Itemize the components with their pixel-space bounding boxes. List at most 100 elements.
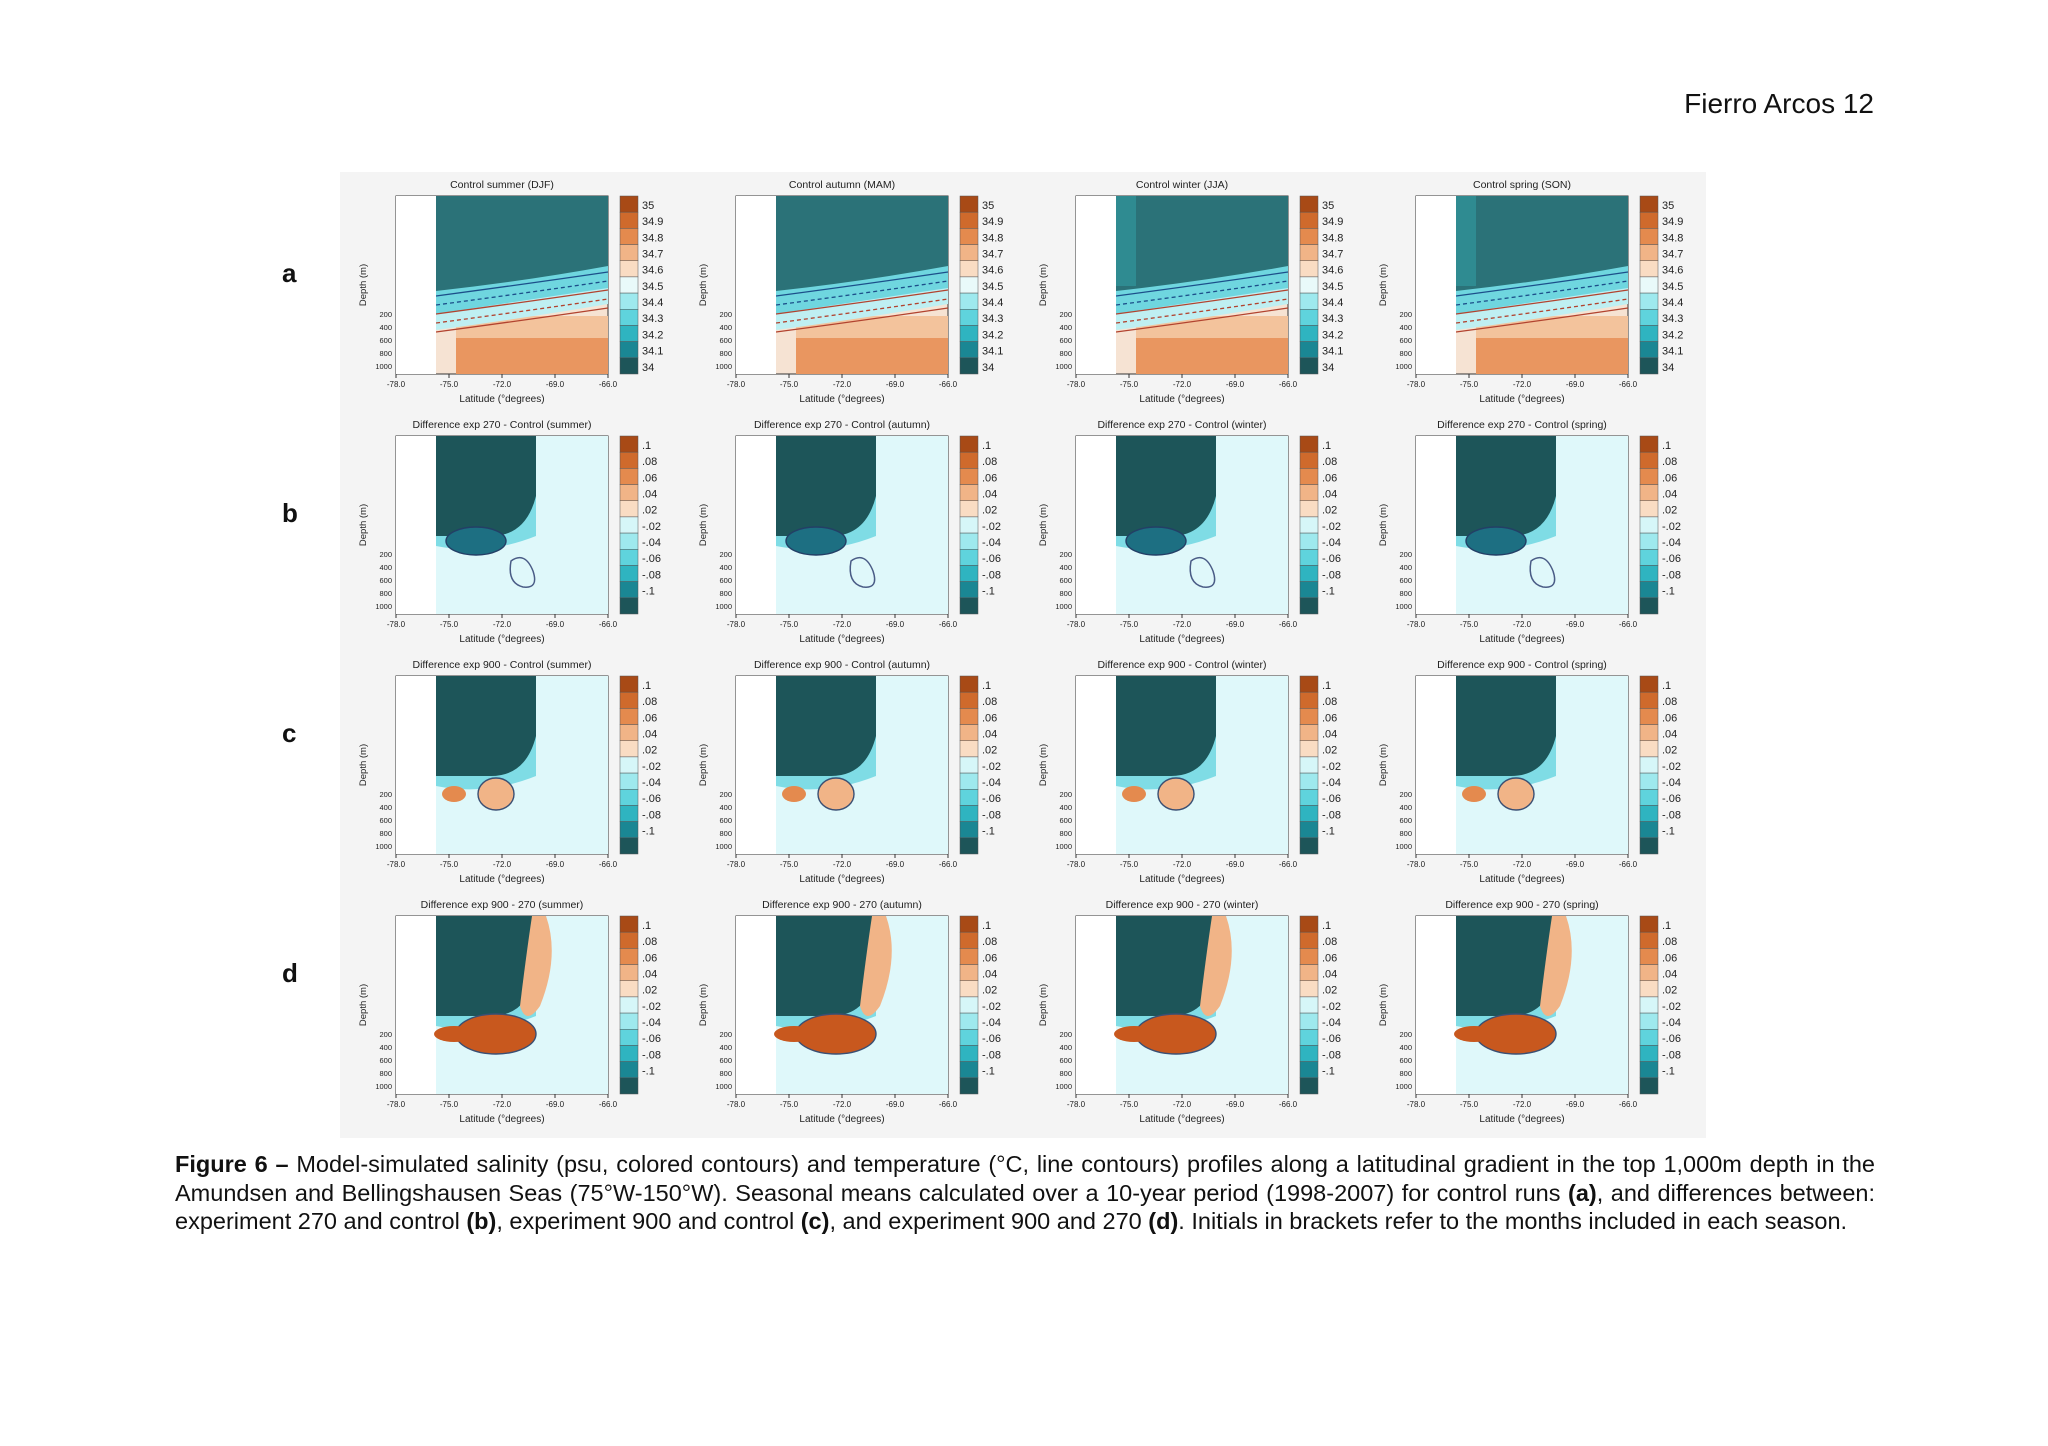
colorbar-cell <box>1299 805 1319 822</box>
temperature-contour <box>1189 556 1216 588</box>
y-tick-label: 600 <box>379 336 392 345</box>
panel-title: Difference exp 900 - Control (winter) <box>1097 659 1266 671</box>
y-tick-label: 800 <box>719 349 732 358</box>
colorbar-label: -.02 <box>1322 761 1341 773</box>
colorbar-label: 34.1 <box>642 346 663 358</box>
x-tick-label: -78.0 <box>1407 1100 1426 1109</box>
land-mask <box>1416 676 1456 854</box>
y-tick-label: 400 <box>1399 1043 1412 1052</box>
x-tick-label: -75.0 <box>1120 1100 1139 1109</box>
colorbar-cell <box>959 740 979 758</box>
y-tick-label: 800 <box>379 829 392 838</box>
diff-anomaly <box>817 777 855 811</box>
colorbar-cell <box>1639 931 1659 949</box>
x-axis-label: Latitude (°degrees) <box>799 634 884 645</box>
colorbar-cell <box>959 549 979 566</box>
colorbar-cell <box>1299 325 1319 342</box>
colorbar-label: -.02 <box>1662 1001 1681 1013</box>
y-axis-label: Depth (m) <box>1038 264 1049 306</box>
colorbar-label: .02 <box>1322 985 1337 997</box>
colorbar-label: .02 <box>982 505 997 517</box>
temperature-contour <box>1455 280 1629 306</box>
panel-title: Difference exp 270 - Control (summer) <box>413 419 592 431</box>
colorbar-cell <box>1639 549 1659 566</box>
colorbar-cell <box>1299 1077 1319 1095</box>
panel-title: Difference exp 900 - 270 (spring) <box>1445 899 1598 911</box>
colorbar-cell <box>619 211 639 229</box>
y-tick-label: 1000 <box>1395 602 1412 611</box>
colorbar-cell <box>619 195 639 213</box>
colorbar-label: -.08 <box>1322 809 1341 821</box>
colorbar-cell <box>619 772 639 790</box>
colorbar-label: 34.7 <box>982 248 1003 260</box>
x-tick-label: -72.0 <box>1513 620 1532 629</box>
caption-text-3: , experiment 900 and control <box>496 1208 801 1234</box>
x-tick-label: -75.0 <box>780 380 799 389</box>
colorbar-label: 34.9 <box>1662 216 1683 228</box>
colorbar-cell <box>959 597 979 615</box>
colorbar-cell <box>1639 1029 1659 1046</box>
figure-panels: Control summer (DJF) -78.0 -75.0 -72.0 -69.0… <box>358 179 1683 1125</box>
colorbar-cell <box>959 211 979 229</box>
x-tick-label: -69.0 <box>1566 1100 1585 1109</box>
colorbar-label: .08 <box>1662 936 1677 948</box>
colorbar-label: -.02 <box>1322 521 1341 533</box>
y-tick-label: 1000 <box>375 842 392 851</box>
colorbar-label: 35 <box>982 200 994 212</box>
colorbar-cell <box>1299 211 1319 229</box>
colorbar-cell <box>1299 468 1319 485</box>
colorbar-label: -.1 <box>1322 586 1335 598</box>
colorbar-cell <box>619 341 639 359</box>
x-tick-label: -78.0 <box>727 380 746 389</box>
ice-shelf-mask <box>1116 676 1216 776</box>
colorbar-label: .08 <box>982 696 997 708</box>
colorbar-label: -.1 <box>642 1066 655 1078</box>
y-tick-label: 200 <box>719 310 732 319</box>
colorbar-cell <box>959 691 979 709</box>
colorbar-cell <box>1639 500 1659 518</box>
colorbar-cell <box>959 948 979 965</box>
colorbar-cell <box>619 724 639 741</box>
colorbar-label: 34.2 <box>642 329 663 341</box>
colorbar-cell <box>619 980 639 998</box>
y-tick-label: 400 <box>719 1043 732 1052</box>
y-tick-label: 400 <box>1059 323 1072 332</box>
x-tick-label: -69.0 <box>1566 380 1585 389</box>
ice-shelf-mask <box>436 436 536 536</box>
colorbar-label: .08 <box>1322 936 1337 948</box>
colorbar-label: -.04 <box>1322 777 1341 789</box>
caption-text-2: , and differences between: experiment 27… <box>175 1179 1875 1235</box>
temperature-contour <box>1455 271 1629 297</box>
x-tick-label: -75.0 <box>1460 380 1479 389</box>
figure-caption: Figure 6 – Model-simulated salinity (psu… <box>175 1150 1875 1236</box>
colorbar-cell <box>959 532 979 550</box>
salinity-transition <box>776 288 948 330</box>
salinity-layer-deep <box>456 336 608 374</box>
y-tick-label: 400 <box>1059 563 1072 572</box>
x-tick-label: -75.0 <box>440 620 459 629</box>
colorbar-cell <box>619 675 639 693</box>
colorbar-cell <box>619 435 639 453</box>
panel-d-1: Difference exp 900 - 270 (summer) -78.0 -7… <box>358 899 661 1125</box>
y-tick-label: 400 <box>379 323 392 332</box>
colorbar-label: -.08 <box>1662 809 1681 821</box>
colorbar-label: .06 <box>1322 472 1337 484</box>
panel-a-1: Control summer (DJF) -78.0 -75.0 -72.0 -69.0… <box>358 179 663 405</box>
diff-anomaly <box>1125 526 1187 556</box>
y-tick-label: 200 <box>1059 550 1072 559</box>
x-tick-label: -69.0 <box>1226 620 1245 629</box>
x-axis-label: Latitude (°degrees) <box>1139 634 1224 645</box>
colorbar-cell <box>959 931 979 949</box>
x-axis-label: Latitude (°degrees) <box>459 634 544 645</box>
land-mask <box>1076 916 1116 1094</box>
colorbar-cell <box>619 948 639 965</box>
y-axis-label: Depth (m) <box>1378 744 1389 786</box>
x-axis-label: Latitude (°degrees) <box>799 874 884 885</box>
colorbar-cell <box>959 1029 979 1046</box>
colorbar-cell <box>619 468 639 485</box>
colorbar-label: -.08 <box>982 569 1001 581</box>
colorbar-label: 34.6 <box>642 265 663 277</box>
colorbar-label: 34 <box>1322 362 1334 374</box>
y-tick-label: 800 <box>1399 589 1412 598</box>
colorbar-cell <box>1639 244 1659 261</box>
